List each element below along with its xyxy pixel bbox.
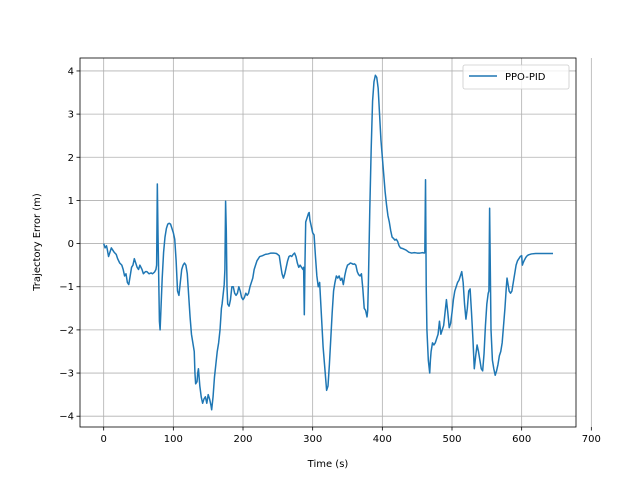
x-tick-label: 500 (442, 434, 461, 445)
legend-box (462, 64, 570, 90)
plot-frame (79, 57, 577, 428)
x-tick-label: 400 (373, 434, 392, 445)
legend-label-ppo-pid: PPO-PID (505, 72, 546, 83)
series-layer (102, 74, 554, 411)
legend: PPO-PID (462, 64, 570, 90)
y-tick-label: −1 (59, 282, 74, 293)
y-tick-label: 2 (68, 153, 74, 164)
axis-ticks: 0 100 200 300 400 500 600 700 −4 −3 −2 −1 0 1 2 3 4 (59, 66, 601, 445)
x-tick-label: 100 (164, 434, 183, 445)
y-tick-label: −4 (59, 412, 74, 423)
x-tick-label: 200 (233, 434, 252, 445)
y-tick-label: −2 (59, 325, 74, 336)
y-tick-label: 1 (68, 196, 74, 207)
x-tick-label: 300 (303, 434, 322, 445)
grid-lines (80, 58, 592, 427)
y-tick-label: 4 (68, 66, 74, 77)
x-tick-label: 0 (101, 434, 107, 445)
series-line-ppo-pid (102, 74, 554, 411)
x-tick-label: 600 (512, 434, 531, 445)
x-axis-label: Time (s) (307, 459, 349, 470)
y-tick-label: −3 (59, 369, 74, 380)
y-axis-label: Trajectory Error (m) (32, 193, 43, 292)
y-tick-label: 3 (68, 110, 74, 121)
x-tick-label: 700 (582, 434, 601, 445)
y-tick-label: 0 (68, 239, 74, 250)
